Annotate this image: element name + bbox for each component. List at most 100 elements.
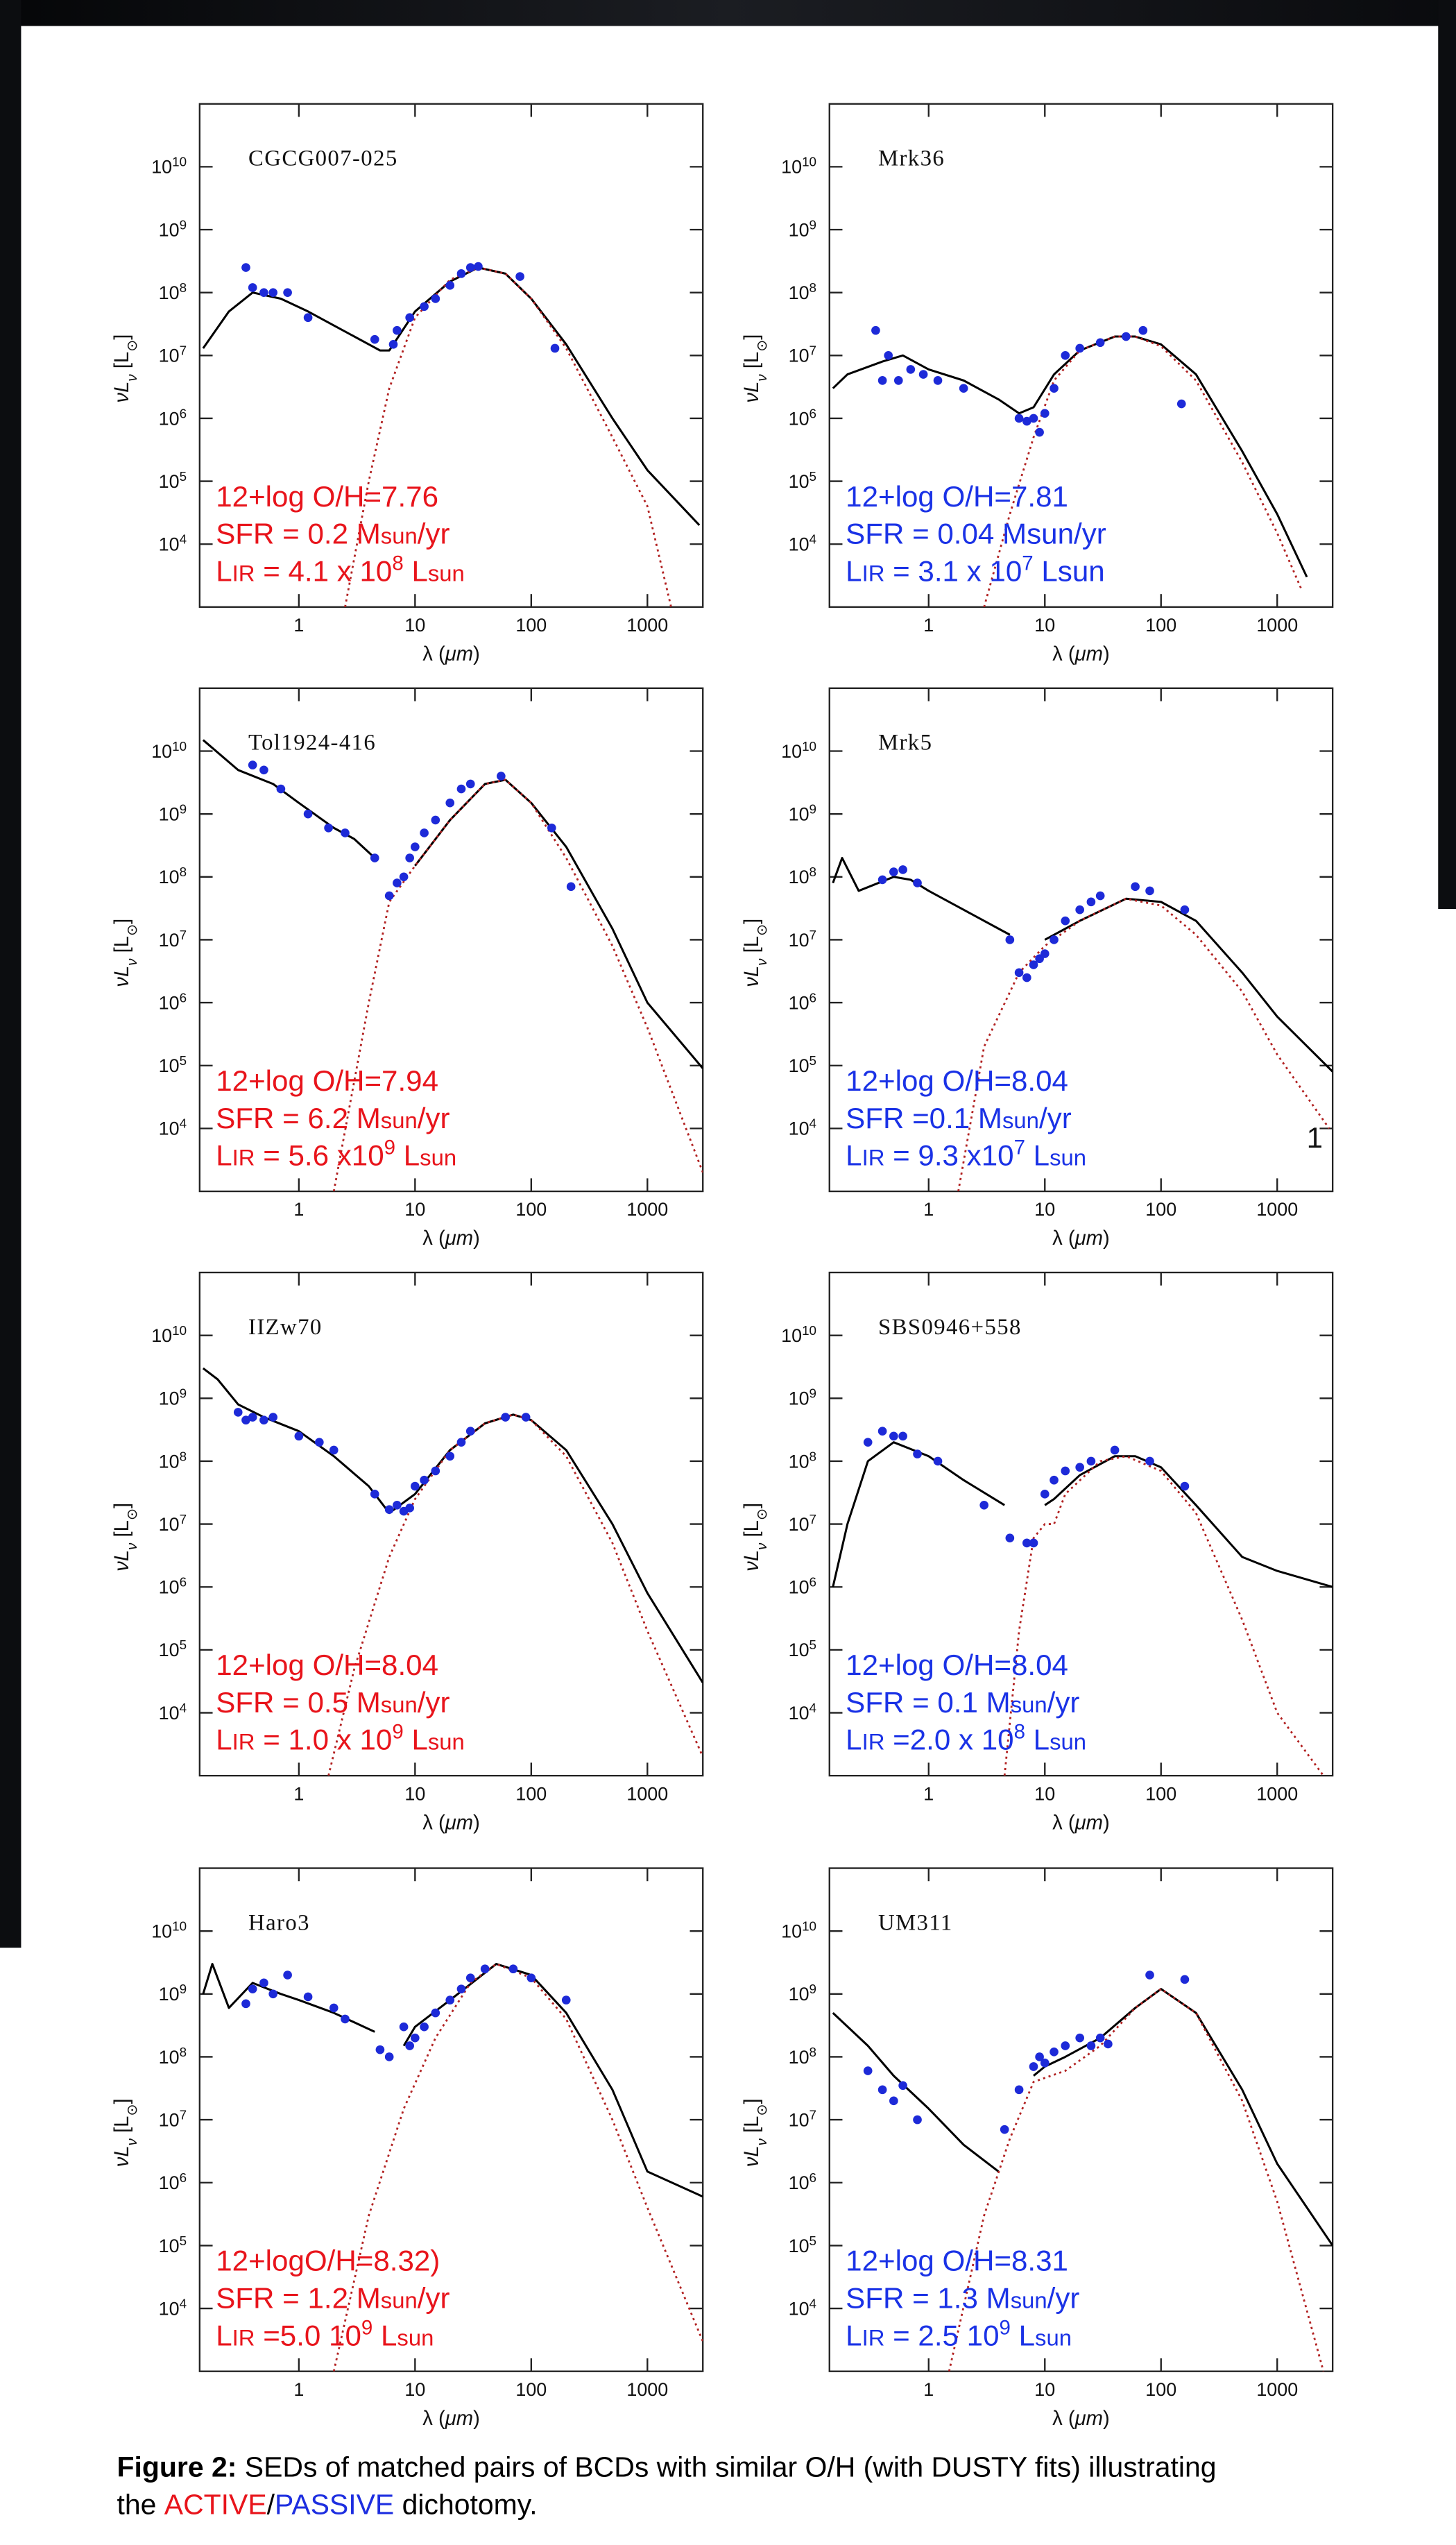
text-segment: λ (	[1052, 1227, 1075, 1250]
data-point	[474, 262, 483, 271]
tick-exponent: 6	[180, 990, 187, 1005]
text-segment: μm	[1074, 2408, 1103, 2430]
data-point	[913, 2115, 922, 2125]
data-point	[283, 1971, 292, 1980]
data-point	[1180, 1975, 1190, 1984]
data-point	[445, 1995, 455, 2004]
tick-base: 10	[159, 346, 180, 366]
model-line	[832, 1988, 1333, 2247]
data-point	[1014, 2085, 1024, 2095]
y-tick-label: 1010	[781, 1323, 816, 1346]
data-point	[465, 263, 475, 272]
x-tick-label: 100	[515, 1783, 547, 1804]
y-tick-label: 104	[789, 531, 816, 554]
tick-base: 10	[789, 1984, 810, 2004]
data-point	[248, 283, 257, 292]
text-segment: [L	[111, 1520, 133, 1543]
data-point	[1180, 1481, 1190, 1491]
data-point	[283, 288, 292, 297]
data-point	[268, 288, 277, 297]
data-point	[1061, 1466, 1070, 1476]
data-point	[1145, 1456, 1154, 1466]
tick-exponent: 10	[172, 738, 187, 753]
text-segment: /yr	[1047, 2281, 1080, 2314]
annotation: 12+log O/H=8.31	[846, 2245, 1068, 2277]
data-point	[884, 350, 893, 360]
tick-base: 10	[159, 804, 180, 825]
text-segment: λ (	[422, 643, 445, 665]
y-axis-label: νLν [L⊙]	[111, 334, 140, 403]
annotation: SFR = 0.04 Msun/yr	[846, 518, 1106, 550]
data-point	[1050, 384, 1059, 393]
data-point	[566, 882, 576, 892]
annotation: SFR = 0.2 Msun/yr	[216, 518, 449, 550]
tick-base: 10	[781, 1325, 802, 1346]
text-segment: [L	[111, 352, 133, 375]
text-segment: ν	[123, 1542, 139, 1550]
text-segment: 9	[361, 2316, 372, 2339]
tick-exponent: 4	[180, 531, 187, 546]
tick-base: 10	[789, 282, 810, 303]
text-segment: ]	[111, 2098, 133, 2104]
text-segment: IR	[232, 560, 255, 586]
text-segment: Figure 2:	[117, 2451, 237, 2483]
series-group	[202, 1367, 703, 1776]
data-point	[863, 2066, 873, 2075]
text-segment: 12+log O/H=8.31	[846, 2245, 1068, 2277]
text-segment: μm	[1074, 643, 1103, 665]
text-segment: 12+log O/H=7.81	[846, 480, 1068, 513]
y-tick-label: 1010	[151, 1918, 187, 1941]
tick-base: 10	[151, 1325, 172, 1346]
data-point	[456, 1438, 466, 1447]
text-segment: = 9.3 x10	[884, 1139, 1013, 1172]
text-segment: )	[473, 643, 480, 665]
y-tick-label: 109	[789, 217, 816, 240]
text-segment: 12+log O/H=8.04	[216, 1649, 438, 1681]
x-tick-label: 1000	[1256, 2379, 1298, 2400]
data-point	[521, 1413, 531, 1422]
text-segment: sun	[1011, 2287, 1047, 2313]
x-tick-label: 1	[923, 1199, 934, 1220]
x-tick-label: 1000	[626, 2379, 668, 2400]
data-point	[324, 823, 333, 833]
y-axis-label: νLν [L⊙]	[111, 919, 140, 987]
text-segment: SFR =0.1 M	[846, 1102, 1002, 1134]
data-point	[1061, 916, 1070, 926]
annotation: LIR = 2.5 109 Lsun	[846, 2316, 1072, 2351]
text-segment: /yr	[418, 1686, 450, 1719]
text-segment: λ (	[422, 1812, 445, 1834]
text-segment: 7	[1014, 1136, 1025, 1159]
data-point	[1040, 1490, 1050, 1499]
x-tick-label: 1	[293, 2379, 304, 2400]
text-segment: μm	[445, 1227, 473, 1250]
text-segment: Lsun	[1034, 554, 1105, 587]
tick-exponent: 10	[802, 154, 816, 169]
tick-base: 10	[159, 1514, 180, 1535]
text-segment: [L	[111, 2116, 133, 2139]
y-tick-label: 106	[159, 406, 187, 429]
tick-exponent: 7	[810, 343, 816, 357]
data-point	[1075, 343, 1084, 353]
tick-exponent: 8	[810, 1449, 816, 1463]
data-point	[399, 2022, 409, 2032]
annotation: 12+log O/H=8.04	[846, 1649, 1068, 1681]
text-segment: νL	[741, 966, 763, 987]
data-point	[906, 365, 916, 374]
text-segment: sun	[1011, 1692, 1047, 1717]
text-segment: ⊙	[123, 340, 139, 352]
tick-exponent: 7	[180, 1511, 187, 1526]
text-segment: IR	[232, 2324, 255, 2350]
text-segment: the	[117, 2489, 164, 2521]
text-segment: L	[846, 2319, 862, 2351]
data-point	[1104, 2039, 1113, 2049]
annotation: LIR = 4.1 x 108 Lsun	[216, 552, 465, 587]
series-group	[202, 739, 703, 1192]
data-point	[405, 2041, 414, 2050]
tick-exponent: 8	[180, 1449, 187, 1463]
tick-base: 10	[781, 741, 802, 762]
text-segment: ]	[741, 1503, 763, 1508]
tick-base: 10	[159, 1577, 180, 1598]
y-tick-label: 107	[159, 927, 187, 950]
data-point	[1061, 2041, 1070, 2050]
